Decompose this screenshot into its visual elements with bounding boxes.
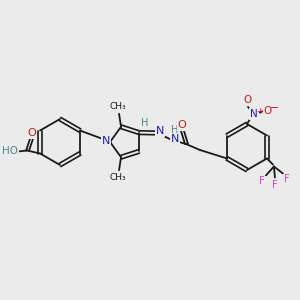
Text: N: N xyxy=(156,126,164,136)
Text: HO: HO xyxy=(2,146,18,157)
Text: O: O xyxy=(264,106,272,116)
Text: F: F xyxy=(259,176,265,187)
Text: −: − xyxy=(270,103,280,113)
Text: CH₃: CH₃ xyxy=(110,102,126,111)
Text: F: F xyxy=(284,175,290,184)
Text: N: N xyxy=(102,136,110,146)
Text: H: H xyxy=(141,118,148,128)
Text: +: + xyxy=(256,106,264,116)
Text: N: N xyxy=(250,109,258,119)
Text: F: F xyxy=(272,179,278,190)
Text: O: O xyxy=(243,95,251,105)
Text: CH₃: CH₃ xyxy=(110,173,126,182)
Text: O: O xyxy=(178,120,186,130)
Text: N: N xyxy=(171,134,179,144)
Text: O: O xyxy=(28,128,37,139)
Text: H: H xyxy=(171,125,179,135)
